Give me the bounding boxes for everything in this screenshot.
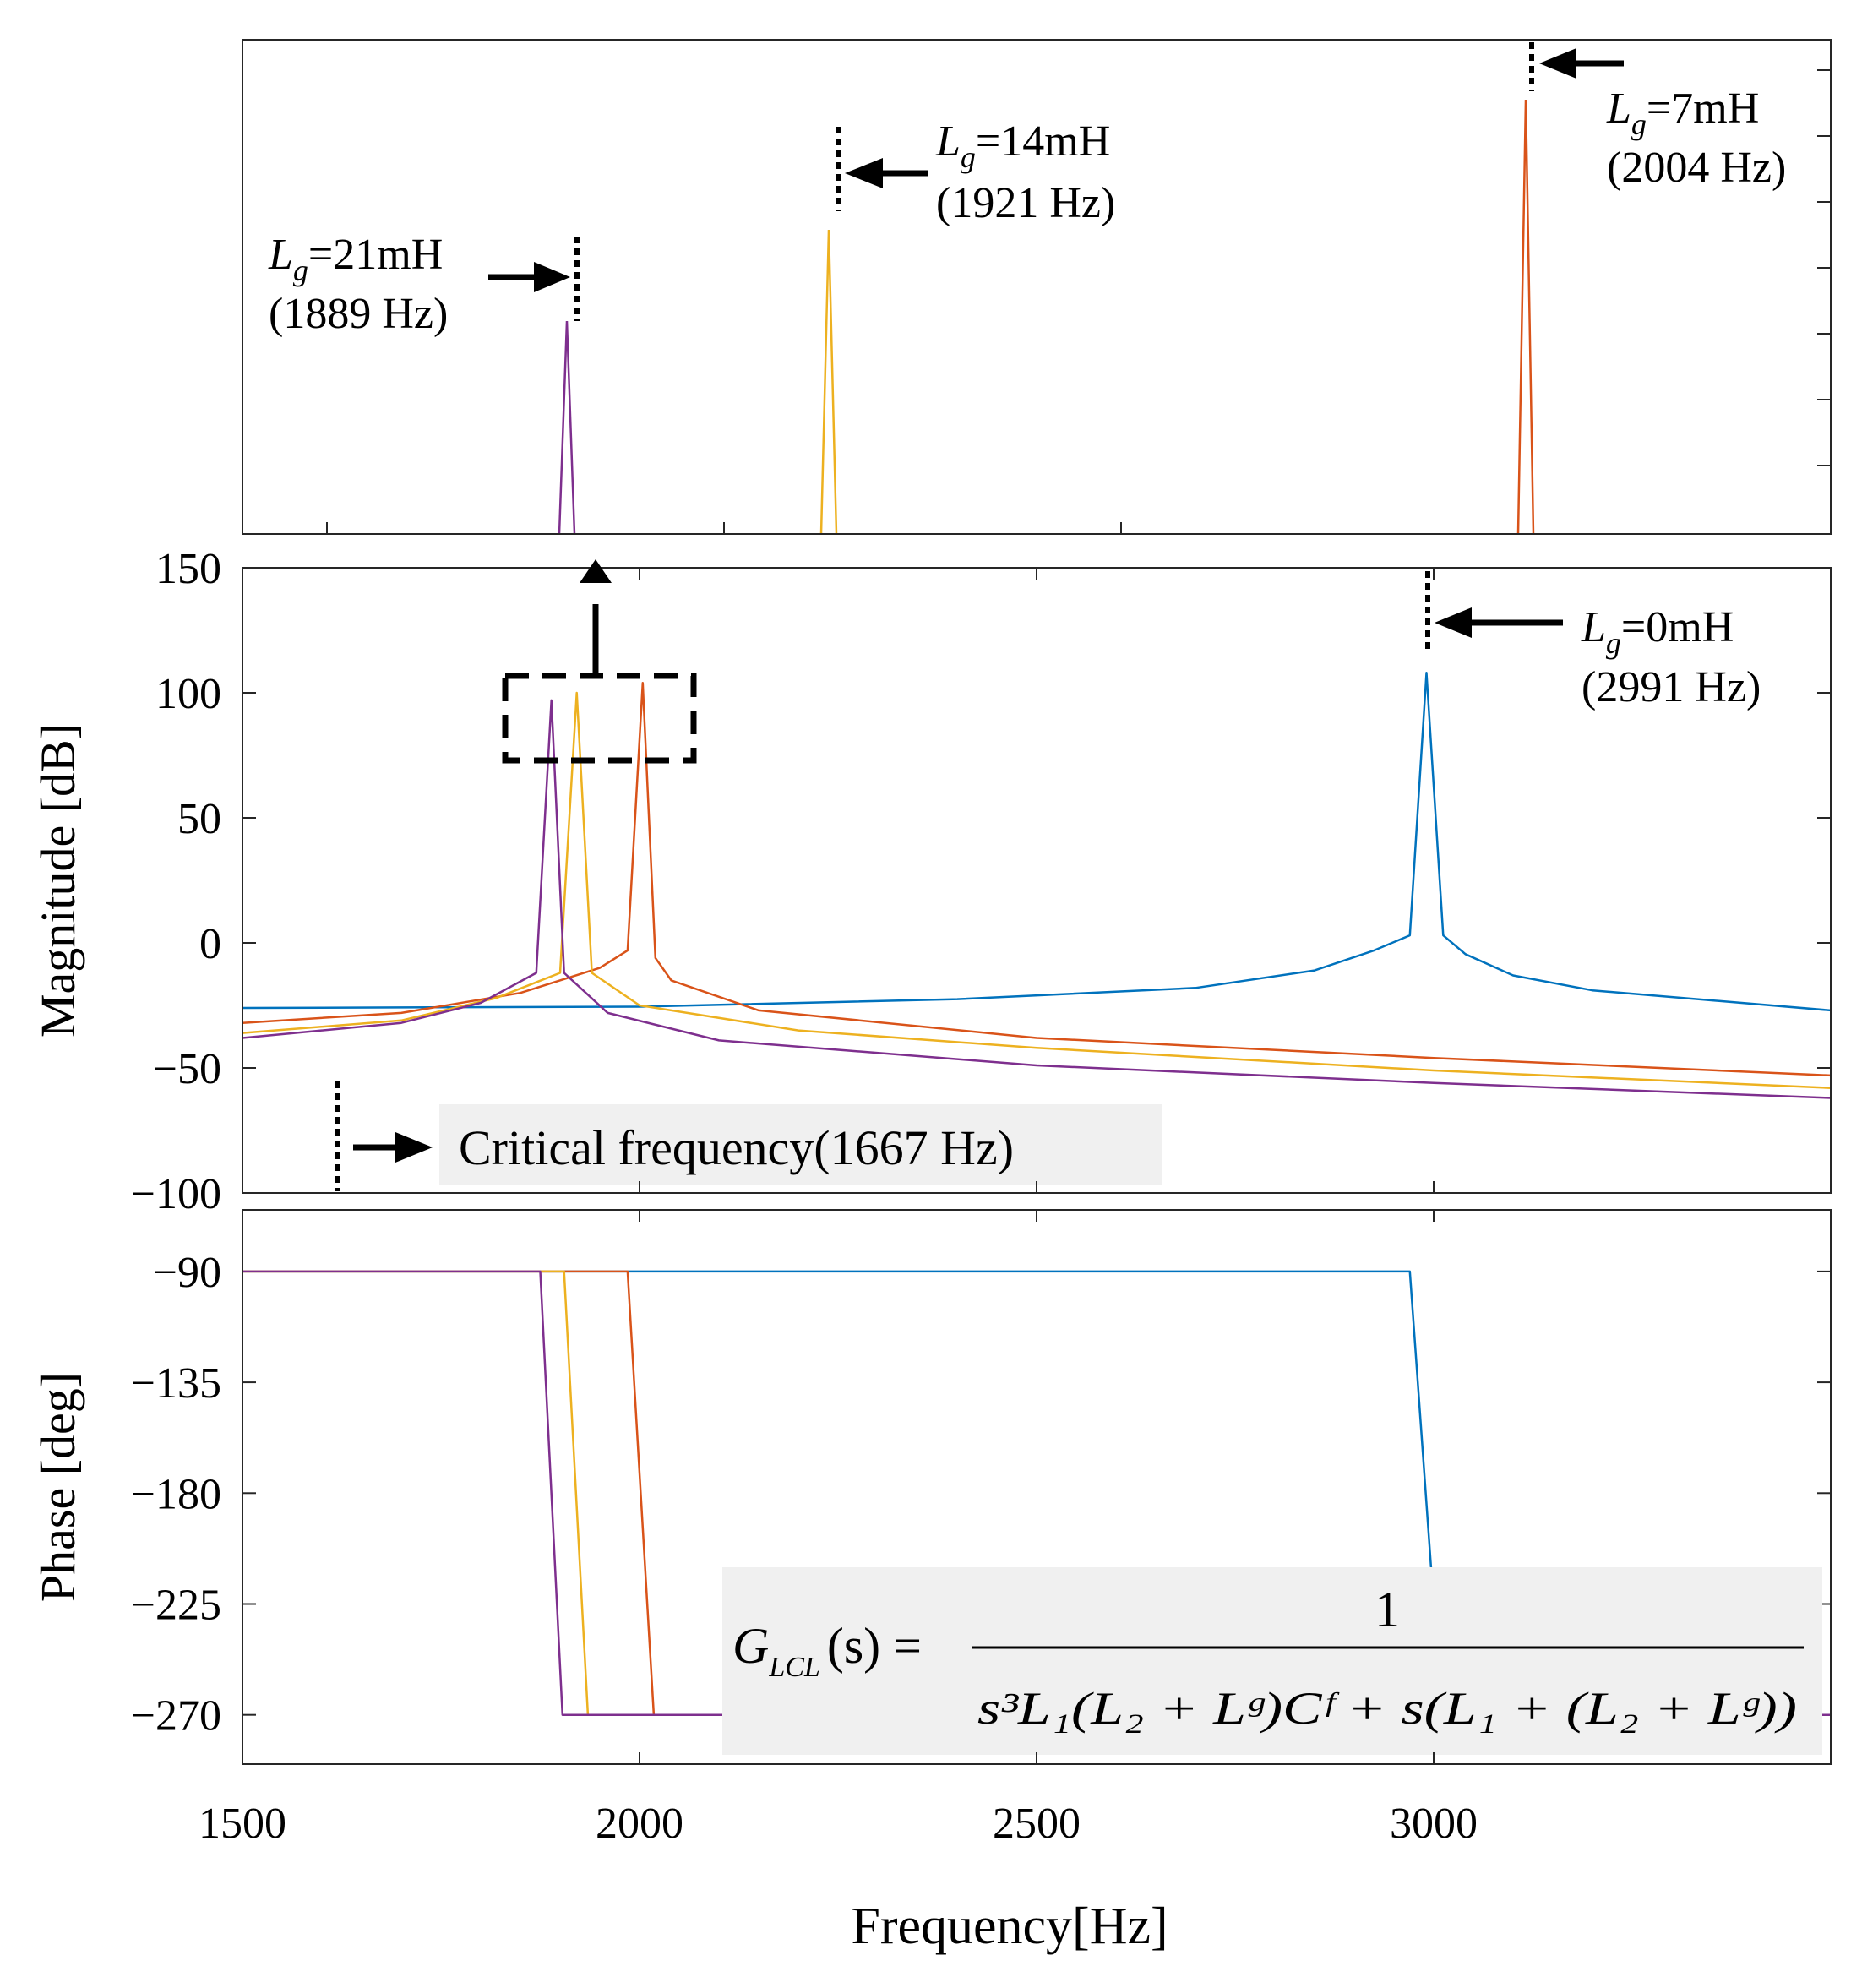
- svg-text:Lg=0mH: Lg=0mH: [1581, 603, 1734, 660]
- x-tick-label: 1500: [199, 1800, 286, 1848]
- zoom-label-lg7: Lg=7mH (2004 Hz): [1529, 42, 1786, 192]
- lg21-symbol: L: [268, 231, 293, 279]
- lg14-symbol: L: [935, 117, 961, 166]
- magnitude-tick-label: −50: [153, 1045, 221, 1093]
- zoom-label-lg21: Lg=21mH (1889 Hz): [268, 231, 580, 338]
- lg0-subscript: g: [1606, 626, 1621, 660]
- phase-axis-label: Phase [deg]: [30, 1372, 85, 1602]
- svg-text:GLCL(s) =: GLCL (s) =: [732, 1618, 922, 1683]
- phase-tick-label: −135: [131, 1359, 221, 1408]
- zoom-peak-lg-14mh: [819, 229, 838, 535]
- x-tick-label: 2500: [993, 1800, 1081, 1848]
- lg7-subscript: g: [1631, 107, 1647, 141]
- lg21-frequency: (1889 Hz): [269, 290, 448, 338]
- svg-text:Lg=14mH: Lg=14mH: [935, 117, 1110, 174]
- svg-text:Lg=7mH: Lg=7mH: [1606, 84, 1759, 141]
- lg21-arrow-head: [534, 262, 570, 292]
- lg7-symbol: L: [1606, 84, 1631, 133]
- lg21-subscript: g: [293, 253, 308, 287]
- lg0-value: =0mH: [1621, 603, 1734, 651]
- magnitude-line-lg-14mh: [242, 691, 1832, 1089]
- formula-denominator: s³L₁(L₂ + Lᵍ)Cᶠ + s(L₁ + (L₂ + Lᵍ)): [977, 1683, 1797, 1734]
- lg21-value: =21mH: [308, 231, 443, 279]
- transfer-function-formula: GLCL (s) = 1 s³L₁(L₂ + Lᵍ)Cᶠ + s(L₁ + (L₂…: [722, 1567, 1822, 1755]
- zoom-panel-frame: [242, 39, 1832, 535]
- magnitude-tick-label: 50: [177, 795, 221, 843]
- critical-frequency-label: Critical frequency(1667 Hz): [459, 1120, 1014, 1175]
- magnitude-line-lg-21mh: [242, 699, 1832, 1099]
- zoom-selection-box: [502, 673, 697, 764]
- critical-arrow-head: [395, 1132, 433, 1163]
- x-axis-label: Frequency[Hz]: [851, 1898, 1168, 1955]
- phase-tick-label: −180: [131, 1470, 221, 1518]
- critical-frequency-box: [439, 1104, 1162, 1185]
- lg0-frequency: (2991 Hz): [1582, 663, 1761, 711]
- formula-numerator: 1: [1375, 1582, 1400, 1637]
- lg14-arrow-head: [845, 158, 883, 188]
- phase-panel: −90 −135 −180 −225 −270 Phase [deg] GLCL (s) …: [30, 1209, 1832, 1765]
- lg7-arrow-head: [1539, 48, 1576, 79]
- zoom-panel: Lg=21mH (1889 Hz) Lg=14mH (1921 Hz) Lg=7…: [242, 39, 1832, 535]
- formula-lhs-subscript: LCL: [768, 1652, 820, 1683]
- zoom-peak-lg-7mh: [1516, 99, 1535, 535]
- svg-text:Lg=21mH: Lg=21mH: [268, 231, 443, 287]
- magnitude-tick-label: 0: [199, 920, 221, 968]
- label-lg0: Lg=0mH (2991 Hz): [1425, 571, 1761, 711]
- magnitude-tick-label: −100: [131, 1170, 221, 1218]
- phase-line-lg-0mh: [242, 1270, 1435, 1604]
- lg0-symbol: L: [1581, 603, 1606, 651]
- magnitude-ticks: 150 100 50 0 −50 −100: [131, 545, 1831, 1218]
- lg14-value: =14mH: [976, 117, 1110, 166]
- critical-frequency-annotation: Critical frequency(1667 Hz): [335, 1081, 1162, 1191]
- lg0-arrow-head: [1435, 607, 1472, 638]
- lg14-frequency: (1921 Hz): [936, 179, 1115, 227]
- magnitude-series: [242, 672, 1832, 1099]
- zoom-link-arrow-head: [580, 559, 612, 583]
- phase-tick-label: −270: [131, 1692, 221, 1740]
- magnitude-tick-label: 150: [155, 545, 221, 593]
- formula-lhs-symbol: G: [732, 1618, 769, 1674]
- x-tick-label: 2000: [596, 1800, 683, 1848]
- x-tick-label: 3000: [1390, 1800, 1478, 1848]
- lg7-value: =7mH: [1647, 84, 1759, 133]
- formula-box: [722, 1567, 1822, 1755]
- zoom-peak-lg-21mh: [558, 320, 576, 535]
- magnitude-panel: 150 100 50 0 −50 −100 Magnitude [dB] Lg=0mH (…: [30, 545, 1832, 1218]
- magnitude-tick-label: 100: [155, 670, 221, 718]
- phase-ticks: −90 −135 −180 −225 −270: [131, 1249, 1831, 1740]
- zoom-label-lg14: Lg=14mH (1921 Hz): [836, 117, 1115, 227]
- magnitude-axis-label: Magnitude [dB]: [30, 723, 85, 1038]
- phase-tick-label: −90: [153, 1249, 221, 1297]
- lg14-subscript: g: [961, 140, 976, 174]
- x-axis-ticks: 1500 2000 2500 3000: [199, 568, 1478, 1848]
- zoom-panel-series: [558, 99, 1535, 535]
- lg7-frequency: (2004 Hz): [1607, 144, 1786, 192]
- phase-tick-label: −225: [131, 1581, 221, 1629]
- formula-lhs-argument: (s) =: [827, 1618, 922, 1674]
- magnitude-line-lg-0mh: [242, 672, 1832, 1012]
